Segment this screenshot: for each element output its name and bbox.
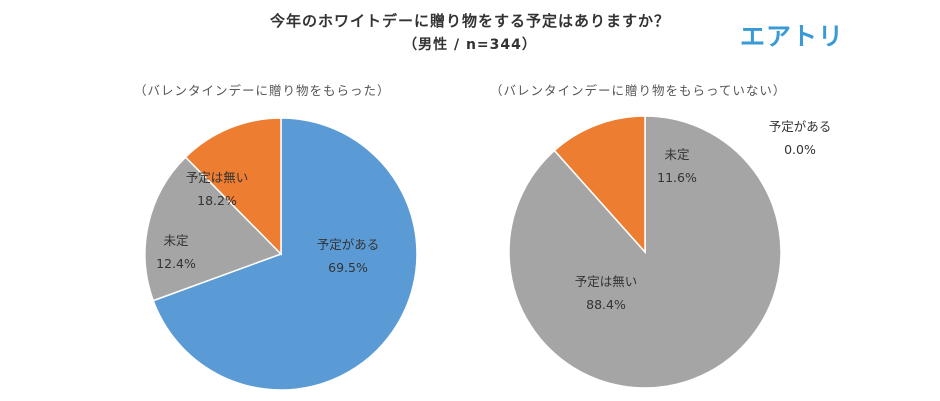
value-left-yes: 69.5% xyxy=(328,260,368,275)
label-right-undecided: 未定 xyxy=(664,147,689,162)
value-right-no: 88.4% xyxy=(586,297,626,312)
value-right-undecided: 11.6% xyxy=(657,170,697,185)
value-left-undecided: 12.4% xyxy=(156,256,196,271)
label-right-yes: 予定がある xyxy=(769,119,832,134)
left-pie: 予定がある 69.5% 予定は無い 18.2% 未定 12.4% xyxy=(144,117,418,391)
slice-left-no xyxy=(144,156,283,302)
label-left-yes: 予定がある xyxy=(317,237,380,252)
slice-left-undecided xyxy=(184,117,282,256)
slice-right-undecided xyxy=(553,115,646,254)
right-pie-title: （バレンタインデーに贈り物をもらっていない） xyxy=(490,83,787,98)
slice-left-yes xyxy=(152,117,418,391)
label-left-undecided: 未定 xyxy=(163,233,188,248)
chart-title: 今年のホワイトデーに贈り物をする予定はありますか？ xyxy=(269,12,670,30)
value-right-yes: 0.0% xyxy=(784,142,816,157)
label-right-no: 予定は無い xyxy=(575,274,638,289)
right-pie: 未定 11.6% 予定は無い 88.4% 予定がある 0.0% xyxy=(508,115,832,389)
left-pie-title: （バレンタインデーに贈り物をもらった） xyxy=(134,83,391,98)
label-left-no: 予定は無い xyxy=(186,170,249,185)
chart-subtitle: （男性 / n=344） xyxy=(403,37,537,53)
brand-logo: エアトリ xyxy=(739,23,844,51)
value-left-no: 18.2% xyxy=(197,193,237,208)
